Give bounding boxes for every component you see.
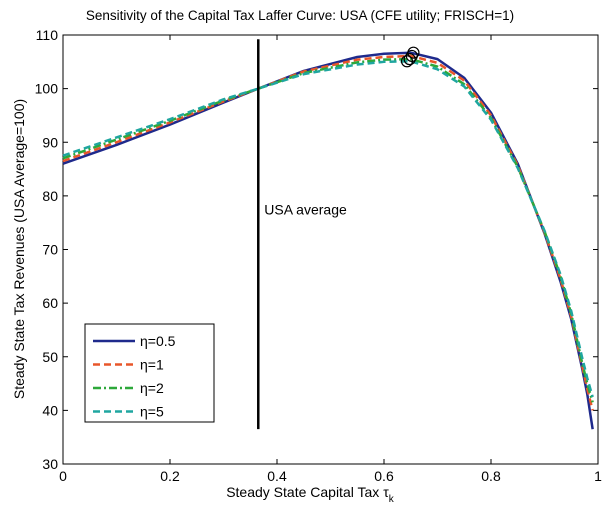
- y-tick-label: 90: [42, 134, 58, 150]
- y-axis-label: Steady State Tax Revenues (USA Average=1…: [11, 99, 27, 399]
- usa-average-label: USA average: [264, 202, 347, 218]
- peak-marker-4: [400, 55, 414, 68]
- legend-label-1: η=0.5: [140, 333, 176, 349]
- y-tick-label: 40: [42, 402, 58, 418]
- y-tick-label: 60: [42, 295, 58, 311]
- x-tick-label: 0.6: [374, 468, 394, 484]
- peak-marker-3: [403, 53, 416, 66]
- legend-label-2: η=1: [140, 357, 164, 373]
- series-line-4: [62, 60, 594, 398]
- y-tick-label: 50: [42, 349, 58, 365]
- series-line-2: [62, 54, 594, 411]
- x-axis: 0 0.2 0.4 0.6 0.8 1: [59, 35, 602, 484]
- y-axis: 30 40 50 60 70 80 90 100 110: [35, 27, 598, 472]
- y-tick-label: 100: [35, 81, 59, 97]
- y-tick-label: 80: [42, 188, 58, 204]
- legend: η=0.5 η=1 η=2 η=5: [84, 323, 215, 423]
- x-tick-label: 0.2: [160, 468, 180, 484]
- legend-label-3: η=2: [140, 380, 164, 396]
- chart-title: Sensitivity of the Capital Tax Laffer Cu…: [86, 8, 514, 23]
- x-axis-label-text: Steady State Capital Tax: [226, 484, 379, 500]
- vertical-line-layer: USA average: [257, 39, 347, 430]
- series-layer: [62, 46, 594, 430]
- x-axis-label-subscript: k: [389, 494, 395, 505]
- x-tick-label: 0.8: [481, 468, 501, 484]
- x-tick-label: 1: [594, 468, 602, 484]
- x-tick-label: 0.4: [267, 468, 287, 484]
- x-tick-label: 0: [59, 468, 67, 484]
- legend-label-4: η=5: [140, 404, 164, 420]
- x-axis-label-symbol: τ: [383, 484, 389, 500]
- y-tick-label: 30: [42, 456, 58, 472]
- y-tick-label: 110: [36, 27, 59, 43]
- x-axis-label: Steady State Capital Tax τk: [226, 484, 395, 505]
- y-tick-label: 70: [42, 242, 58, 258]
